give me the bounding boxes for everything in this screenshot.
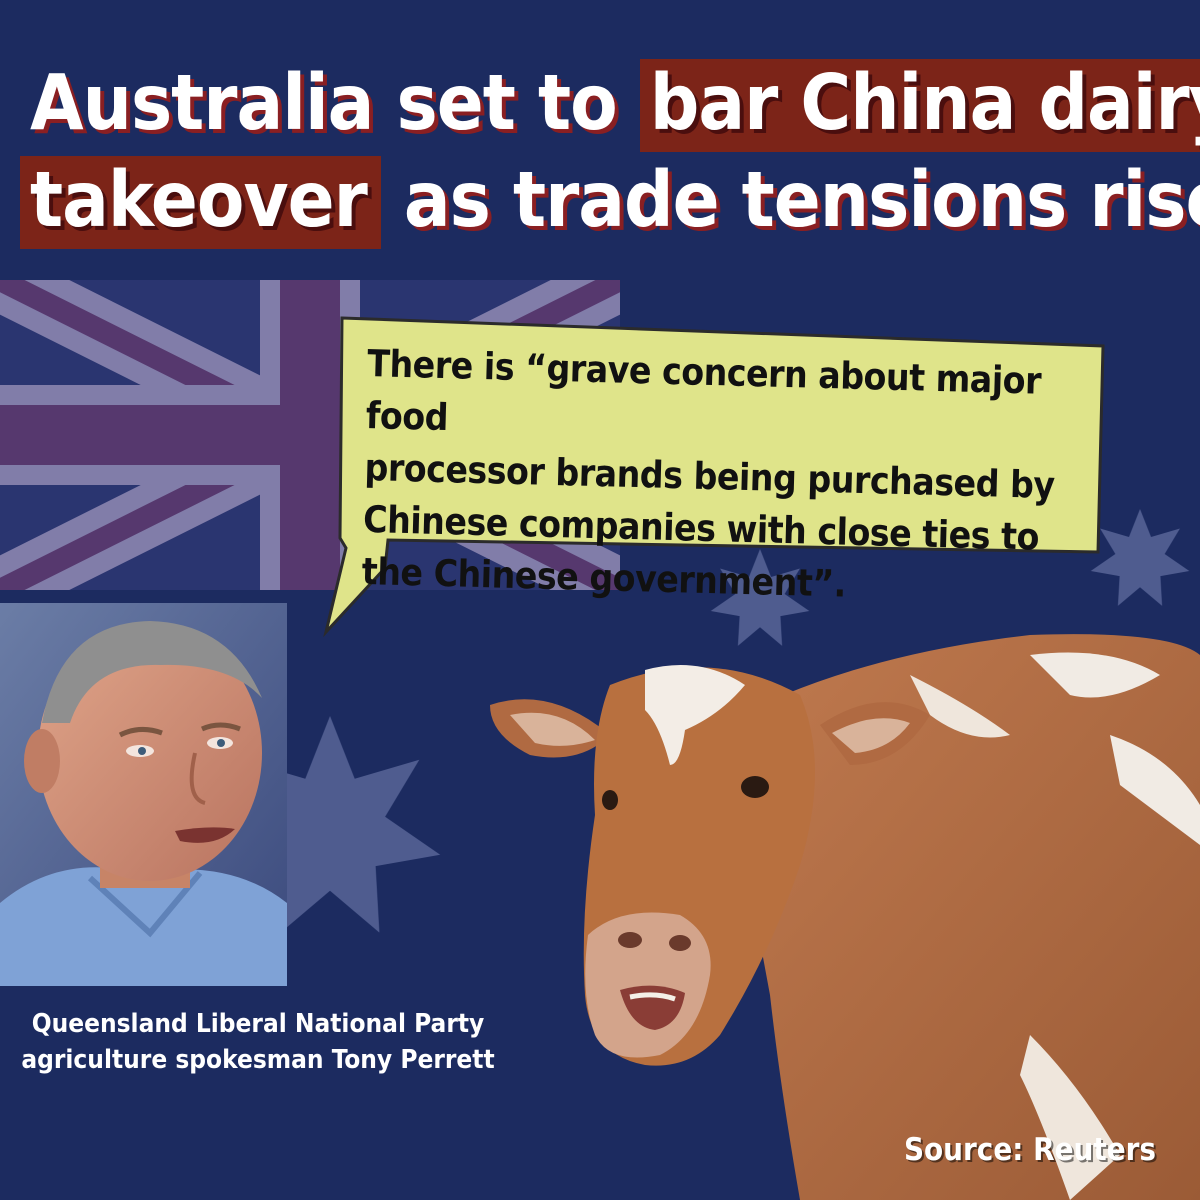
headline-text: Australia set to [30,59,640,148]
headline-highlight: bar China dairy [639,59,1200,152]
photo-caption: Queensland Liberal National Party agricu… [21,1009,495,1075]
headline-highlight: takeover [20,156,381,249]
source-credit: Source: Reuters [903,1132,1156,1168]
quote-text: There is “grave concern about major food… [361,341,1056,606]
headline-text: as trade tensions rise [380,156,1200,245]
dairy-cow-image [490,634,1200,1200]
speech-bubble-icon [323,316,1105,638]
spokesman-photo [0,603,287,986]
